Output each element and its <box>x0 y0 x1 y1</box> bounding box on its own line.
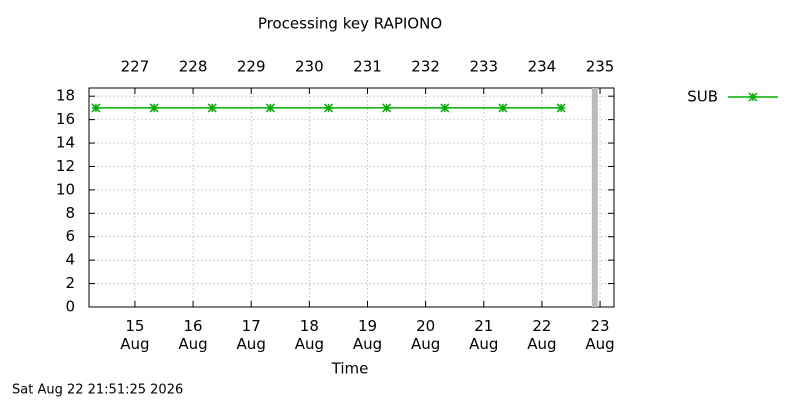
x2-tick-label: 228 <box>179 58 208 76</box>
x-tick-label: 21 Aug <box>469 317 499 353</box>
y-tick-label: 4 <box>65 251 75 269</box>
x2-tick-label: 235 <box>586 58 615 76</box>
legend-marker <box>748 92 758 102</box>
data-point <box>556 103 566 113</box>
y-tick-label: 8 <box>65 204 75 222</box>
data-point <box>382 103 392 113</box>
x-tick-label: 19 Aug <box>352 317 383 353</box>
y-tick-label: 2 <box>65 274 75 292</box>
y-tick-label: 14 <box>56 134 75 152</box>
x2-tick-label: 231 <box>353 58 382 76</box>
x-axis-label: Time <box>331 360 369 378</box>
y-tick-label: 10 <box>56 180 75 198</box>
x-tick-label: 20 Aug <box>410 317 441 353</box>
data-point <box>91 103 101 113</box>
plot-border <box>88 87 615 308</box>
y-tick-label: 0 <box>65 298 75 316</box>
y-tick-label: 18 <box>56 87 75 105</box>
legend-label: SUB <box>687 88 718 106</box>
x-tick-label: 15 Aug <box>120 317 150 353</box>
footer: Sat Aug 22 21:51:25 2026 <box>12 383 183 398</box>
chart-title: Processing key RAPIONO <box>258 15 442 33</box>
x2-tick-label: 227 <box>121 58 150 76</box>
x-tick-label: 22 Aug <box>527 317 557 353</box>
x2-tick-label: 229 <box>237 58 266 76</box>
x-tick-label: 23 Aug <box>585 317 615 353</box>
y-tick-label: 16 <box>56 110 75 128</box>
data-point <box>149 103 159 113</box>
data-point <box>498 103 508 113</box>
data-point <box>265 103 275 113</box>
data-point <box>207 103 217 113</box>
x2-tick-label: 230 <box>295 58 324 76</box>
x2-tick-label: 232 <box>411 58 440 76</box>
y-tick-label: 12 <box>56 157 75 175</box>
x-tick-label: 16 Aug <box>178 317 208 353</box>
y-tick-label: 6 <box>65 227 75 245</box>
x2-tick-label: 234 <box>528 58 557 76</box>
x-tick-label: 18 Aug <box>294 317 324 353</box>
x2-tick-label: 233 <box>469 58 498 76</box>
data-point <box>324 103 334 113</box>
data-point <box>440 103 450 113</box>
x-tick-label: 17 Aug <box>236 317 266 353</box>
